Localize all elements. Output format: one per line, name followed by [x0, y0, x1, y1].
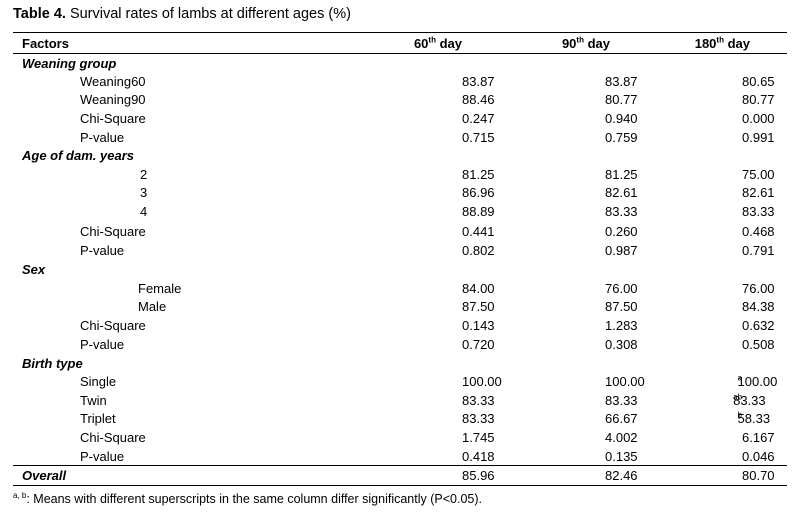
table-caption-label: Table 4. [13, 6, 66, 22]
header-factors: Factors [22, 36, 69, 51]
table-row: 3 86.96 82.61 82.61 [140, 185, 775, 200]
row-label: Chi-Square [80, 430, 146, 445]
cell-superscript: b [737, 410, 742, 420]
row-label: Age of dam. years [22, 148, 134, 163]
table-row: Chi-Square 0.247 0.940 0.000 [80, 111, 775, 126]
cell-v180: 58.33 b [737, 410, 771, 426]
row-label: 2 [140, 167, 148, 182]
header-rule [13, 53, 787, 54]
row-label: 3 [140, 185, 148, 200]
overall-row: Overall 85.96 82.46 80.70 [22, 468, 775, 483]
table-caption-text: Survival rates of lambs at different age… [65, 6, 351, 22]
table-row: Chi-Square 0.143 1.283 0.632 [80, 318, 775, 333]
row-label: Birth type [22, 356, 83, 371]
table-row: Male 87.50 87.50 84.38 [138, 299, 775, 314]
top-rule [13, 32, 787, 33]
table-row: P-value 0.418 0.135 0.046 [80, 449, 775, 464]
table-row: Chi-Square 0.441 0.260 0.468 [80, 224, 775, 239]
header-180th-day: 180th day [694, 35, 750, 51]
row-label: Male [138, 299, 167, 314]
table-row: Chi-Square 1.745 4.002 6.167 [80, 430, 775, 445]
row-label: Weaning90 [80, 92, 146, 107]
row-label: P-value [80, 243, 125, 258]
cell-superscript: a [737, 373, 742, 383]
table-footnote: a, b: Means with different superscripts … [13, 490, 482, 506]
table-row: P-value 0.802 0.987 0.791 [80, 243, 775, 258]
table-row: Triplet 83.33 66.67 58.33 b [80, 410, 771, 426]
bottom-rule [13, 485, 787, 486]
header-90th-day: 90th day [561, 35, 610, 51]
table-row: Twin 83.33 83.33 83.33 ab [80, 392, 766, 408]
group-row: Sex [0, 262, 800, 280]
row-label: Female [138, 281, 182, 296]
table-row: 4 88.89 83.33 83.33 [140, 204, 775, 219]
table-row: Single 100.00 100.00 100.00 a [80, 373, 778, 389]
row-label: 4 [140, 204, 148, 219]
cell-v180: 100.00 a [737, 373, 778, 389]
group-row: Birth type [0, 356, 800, 374]
table-row: P-value 0.715 0.759 0.991 [80, 130, 775, 145]
row-label: Chi-Square [80, 318, 146, 333]
row-label: Sex [22, 262, 46, 277]
row-label: P-value [80, 449, 125, 464]
overall-rule [13, 465, 787, 466]
header-60th-day: 60th day [413, 35, 462, 51]
table-row: Female 84.00 76.00 76.00 [138, 281, 775, 296]
cell-v180: 83.33 ab [733, 392, 766, 408]
cell-superscript: ab [733, 392, 742, 402]
table-row: Weaning60 83.87 83.87 80.65 [80, 74, 775, 89]
row-label: P-value [80, 130, 125, 145]
row-label: Single [80, 374, 117, 389]
row-label: Overall [22, 468, 67, 483]
row-label: Weaning60 [80, 74, 146, 89]
row-label: Chi-Square [80, 111, 146, 126]
row-label: Weaning group [22, 56, 117, 71]
table-row: 2 81.25 81.25 75.00 [140, 167, 775, 182]
table-caption: Table 4. Survival rates of lambs at diff… [13, 6, 351, 22]
group-row: Weaning group [0, 56, 800, 74]
group-row: Age of dam. years [0, 148, 800, 166]
row-label: P-value [80, 337, 125, 352]
row-label: Triplet [80, 411, 116, 426]
row-label: Chi-Square [80, 224, 146, 239]
row-label: Twin [80, 393, 107, 408]
table-row: P-value 0.720 0.308 0.508 [80, 337, 775, 352]
table-row: Weaning90 88.46 80.77 80.77 [80, 92, 775, 107]
